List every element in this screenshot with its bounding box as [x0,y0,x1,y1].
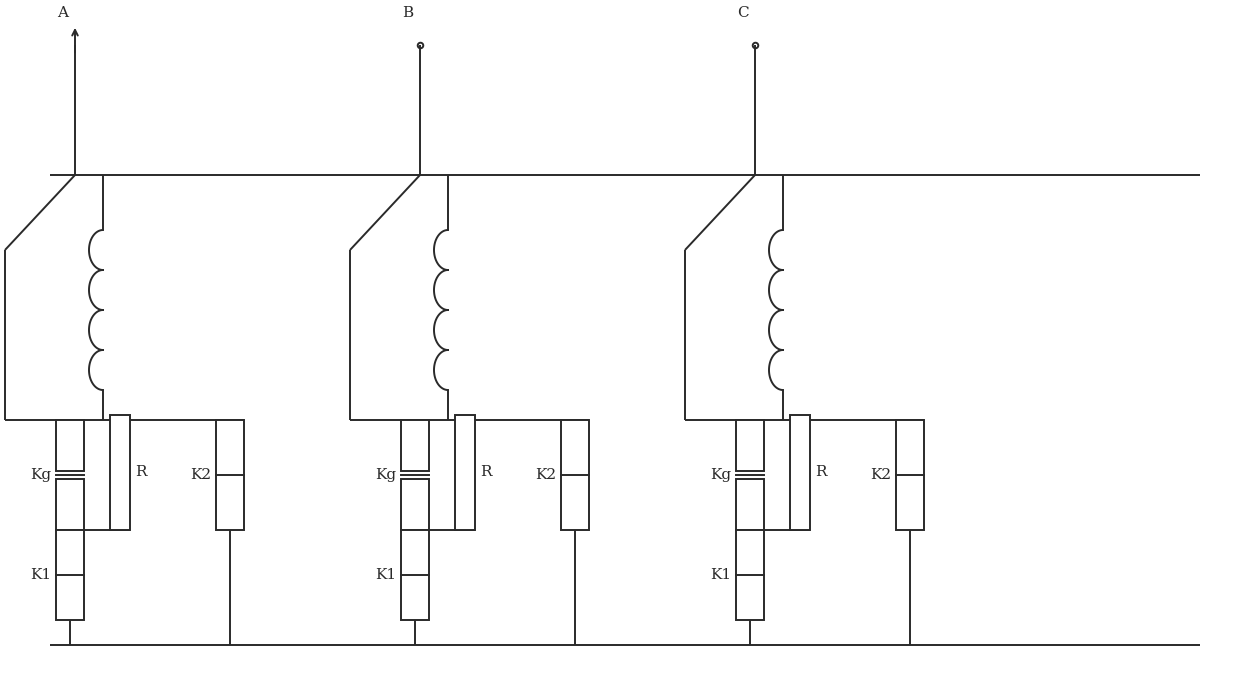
Bar [401,530,429,620]
Text: K1: K1 [375,568,396,582]
Text: B: B [403,6,414,20]
Text: Kg: Kg [710,468,731,482]
Bar [216,420,244,530]
Bar [736,420,764,471]
Bar [56,479,84,530]
Text: Kg: Kg [30,468,51,482]
Bar [455,415,475,530]
Text: Kg: Kg [375,468,396,482]
Bar [736,530,764,620]
Bar [110,415,130,530]
Text: K1: K1 [30,568,51,582]
Text: R: R [479,466,492,479]
Text: K1: K1 [710,568,731,582]
Bar [790,415,810,530]
Text: R: R [135,466,146,479]
Bar [56,420,84,471]
Bar [401,479,429,530]
Bar [561,420,589,530]
Bar [401,420,429,471]
Bar [56,530,84,620]
Bar [896,420,924,530]
Bar [736,479,764,530]
Text: K2: K2 [535,468,556,482]
Text: K2: K2 [870,468,891,482]
Text: K2: K2 [190,468,211,482]
Text: C: C [737,6,748,20]
Text: R: R [815,466,826,479]
Text: A: A [57,6,68,20]
